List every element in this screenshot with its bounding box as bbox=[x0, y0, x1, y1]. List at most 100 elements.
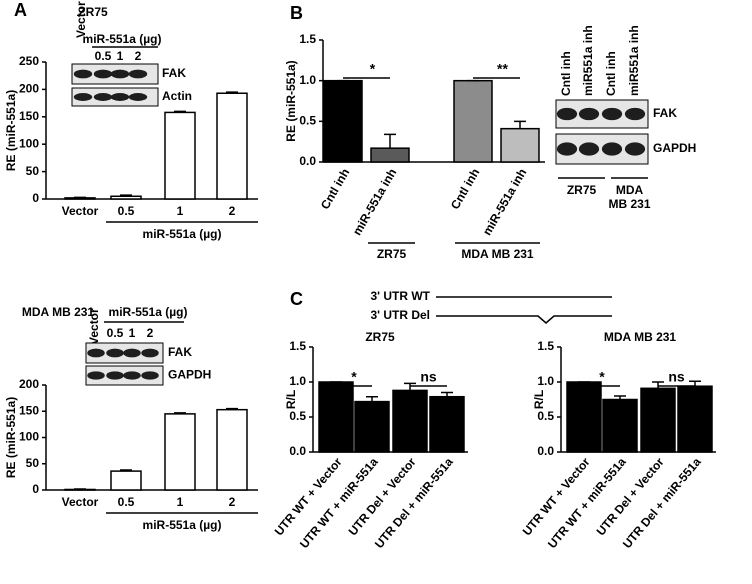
x-tick-label: Cntl inh bbox=[318, 166, 352, 212]
y-tick-label: 0.0 bbox=[289, 444, 306, 458]
bar bbox=[323, 79, 363, 163]
bar bbox=[566, 381, 602, 453]
significance-label: * bbox=[351, 369, 357, 385]
bar bbox=[677, 385, 713, 453]
blot-lane-label: 1 bbox=[117, 49, 124, 63]
y-tick-label: 1.5 bbox=[299, 32, 316, 46]
error-bar bbox=[226, 91, 238, 94]
blot-lane-label: 1 bbox=[129, 326, 136, 340]
error-bar bbox=[404, 382, 416, 391]
blot-band bbox=[123, 371, 141, 380]
blot-row-label: GAPDH bbox=[653, 141, 696, 155]
y-tick-label: 100 bbox=[19, 430, 39, 444]
blot-band bbox=[110, 93, 130, 101]
blot-lane-label: 2 bbox=[135, 49, 142, 63]
group-label: MDA MB 231 bbox=[461, 247, 534, 261]
y-axis-label: R/L bbox=[284, 390, 298, 409]
blot-lanes-title: miR-551a (µg) bbox=[109, 305, 188, 319]
chart-title: MDA MB 231 bbox=[604, 330, 677, 344]
y-tick-label: 50 bbox=[26, 456, 40, 470]
bar bbox=[216, 408, 248, 491]
bar bbox=[318, 381, 354, 453]
blot-row-label: FAK bbox=[162, 66, 186, 80]
construct-line bbox=[436, 315, 612, 324]
y-tick-label: 1.5 bbox=[537, 339, 554, 353]
y-tick-label: 50 bbox=[26, 164, 40, 178]
chart-title: ZR75 bbox=[78, 5, 108, 19]
error-bar bbox=[120, 194, 132, 197]
error-bar bbox=[74, 488, 86, 490]
blot-row-label: GAPDH bbox=[168, 368, 211, 382]
y-tick-label: 1.5 bbox=[289, 339, 306, 353]
significance-label: ns bbox=[668, 369, 685, 385]
blot-band bbox=[106, 348, 124, 358]
y-tick-label: 200 bbox=[19, 377, 39, 391]
blot-lane-label: 0.5 bbox=[95, 49, 112, 63]
blot-band bbox=[601, 107, 623, 121]
error-bar bbox=[614, 395, 626, 400]
blot-lane-label: Cntl inh bbox=[604, 51, 618, 96]
y-axis-label: RE (miR-551a) bbox=[4, 90, 18, 171]
blot-band bbox=[556, 142, 578, 156]
blot-band bbox=[73, 93, 93, 101]
blot-lane-label: Vector bbox=[87, 308, 101, 345]
construct-label: 3' UTR WT bbox=[370, 289, 430, 303]
blot-lane-label: Vector bbox=[74, 1, 88, 38]
blot-band bbox=[106, 371, 124, 380]
y-axis-label: R/L bbox=[532, 390, 546, 409]
blot-band bbox=[128, 93, 148, 101]
blot-lanes-title: miR-551a (µg) bbox=[83, 32, 162, 46]
blot-band bbox=[141, 371, 159, 380]
x-tick-label: 0.5 bbox=[118, 204, 135, 218]
blot-band bbox=[556, 107, 578, 121]
bar bbox=[429, 395, 465, 453]
y-tick-label: 0.5 bbox=[289, 409, 306, 423]
panel-label: A bbox=[14, 0, 27, 20]
blot-group-label: ZR75 bbox=[566, 183, 597, 197]
y-tick-label: 1.0 bbox=[289, 374, 306, 388]
error-bar bbox=[120, 469, 132, 472]
y-tick-label: 0.5 bbox=[537, 409, 554, 423]
blot-row-label: FAK bbox=[168, 345, 192, 359]
bar bbox=[354, 400, 390, 453]
error-bar bbox=[514, 120, 526, 129]
x-tick-label: Vector bbox=[62, 495, 99, 509]
bar bbox=[640, 387, 676, 453]
blot-band bbox=[123, 348, 141, 358]
x-tick-label: 1 bbox=[177, 204, 184, 218]
blot-lane-label: Cntl inh bbox=[559, 51, 573, 96]
error-bar bbox=[174, 412, 186, 414]
x-tick-label: miR-551a inh bbox=[350, 166, 399, 238]
x-tick-label: 2 bbox=[229, 495, 236, 509]
blot-band bbox=[110, 69, 130, 79]
y-tick-label: 0.5 bbox=[299, 114, 316, 128]
y-tick-label: 1.0 bbox=[537, 374, 554, 388]
bar bbox=[216, 92, 248, 200]
y-tick-label: 0 bbox=[32, 482, 39, 496]
bar bbox=[164, 413, 196, 491]
blot-band bbox=[141, 348, 159, 358]
error-bar bbox=[174, 110, 186, 113]
bar bbox=[500, 127, 540, 163]
bar bbox=[453, 79, 493, 163]
blot-lane-label: 2 bbox=[147, 326, 154, 340]
blot-row-label: Actin bbox=[162, 89, 192, 103]
bar bbox=[110, 470, 142, 491]
blot-band bbox=[87, 371, 105, 380]
y-tick-label: 250 bbox=[19, 54, 39, 68]
x-tick-label: Cntl inh bbox=[448, 166, 482, 212]
blot-band bbox=[601, 142, 623, 156]
bar bbox=[164, 111, 196, 200]
bar bbox=[110, 195, 142, 200]
y-axis-label: RE (miR-551a) bbox=[4, 397, 18, 478]
blot-band bbox=[578, 107, 600, 121]
x-tick-label: UTR Del + Vector bbox=[346, 455, 419, 539]
error-bar bbox=[384, 133, 396, 149]
blot-band bbox=[578, 142, 600, 156]
x-axis-label: miR-551a (µg) bbox=[143, 227, 222, 241]
y-tick-label: 100 bbox=[19, 136, 39, 150]
error-bar bbox=[366, 395, 378, 402]
x-tick-label: 0.5 bbox=[118, 495, 135, 509]
significance-label: ** bbox=[497, 61, 508, 77]
